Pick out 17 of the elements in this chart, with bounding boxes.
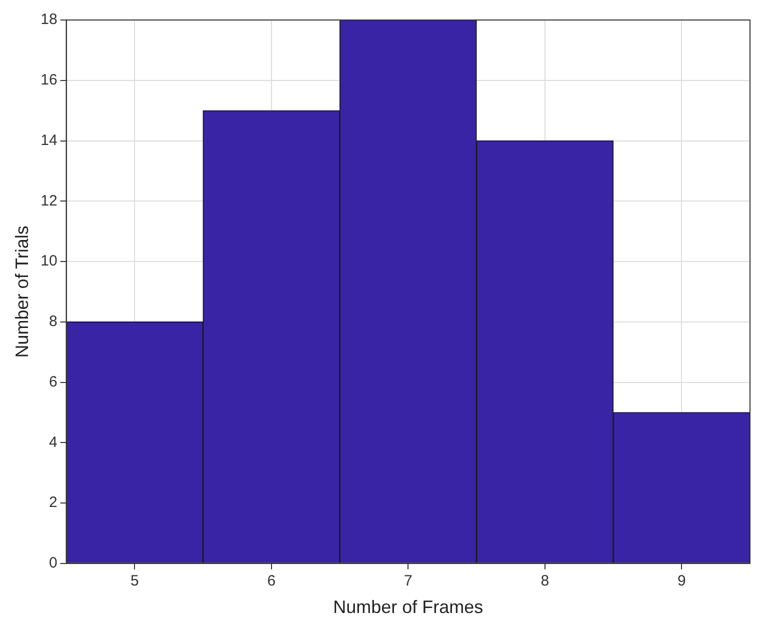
x-tick-label: 9 <box>677 572 686 590</box>
y-axis-title: Number of Trials <box>12 226 32 358</box>
y-tick-label: 14 <box>40 132 58 149</box>
y-tick-label: 6 <box>48 373 58 390</box>
y-tick-label: 18 <box>40 11 58 28</box>
y-tick-label: 12 <box>40 192 58 210</box>
x-tick-label: 5 <box>130 572 139 590</box>
x-axis-title: Number of Frames <box>333 597 484 618</box>
y-tick-label: 16 <box>40 72 58 89</box>
x-tick-label: 7 <box>404 572 412 590</box>
y-tick-label: 0 <box>48 554 58 572</box>
y-tick-label: 10 <box>40 252 58 270</box>
y-tick-label: 4 <box>48 434 58 451</box>
x-tick-label: 6 <box>267 572 276 590</box>
y-tick-label: 2 <box>48 494 58 512</box>
y-tick-label: 8 <box>48 313 58 330</box>
x-tick-label: 8 <box>540 572 550 590</box>
